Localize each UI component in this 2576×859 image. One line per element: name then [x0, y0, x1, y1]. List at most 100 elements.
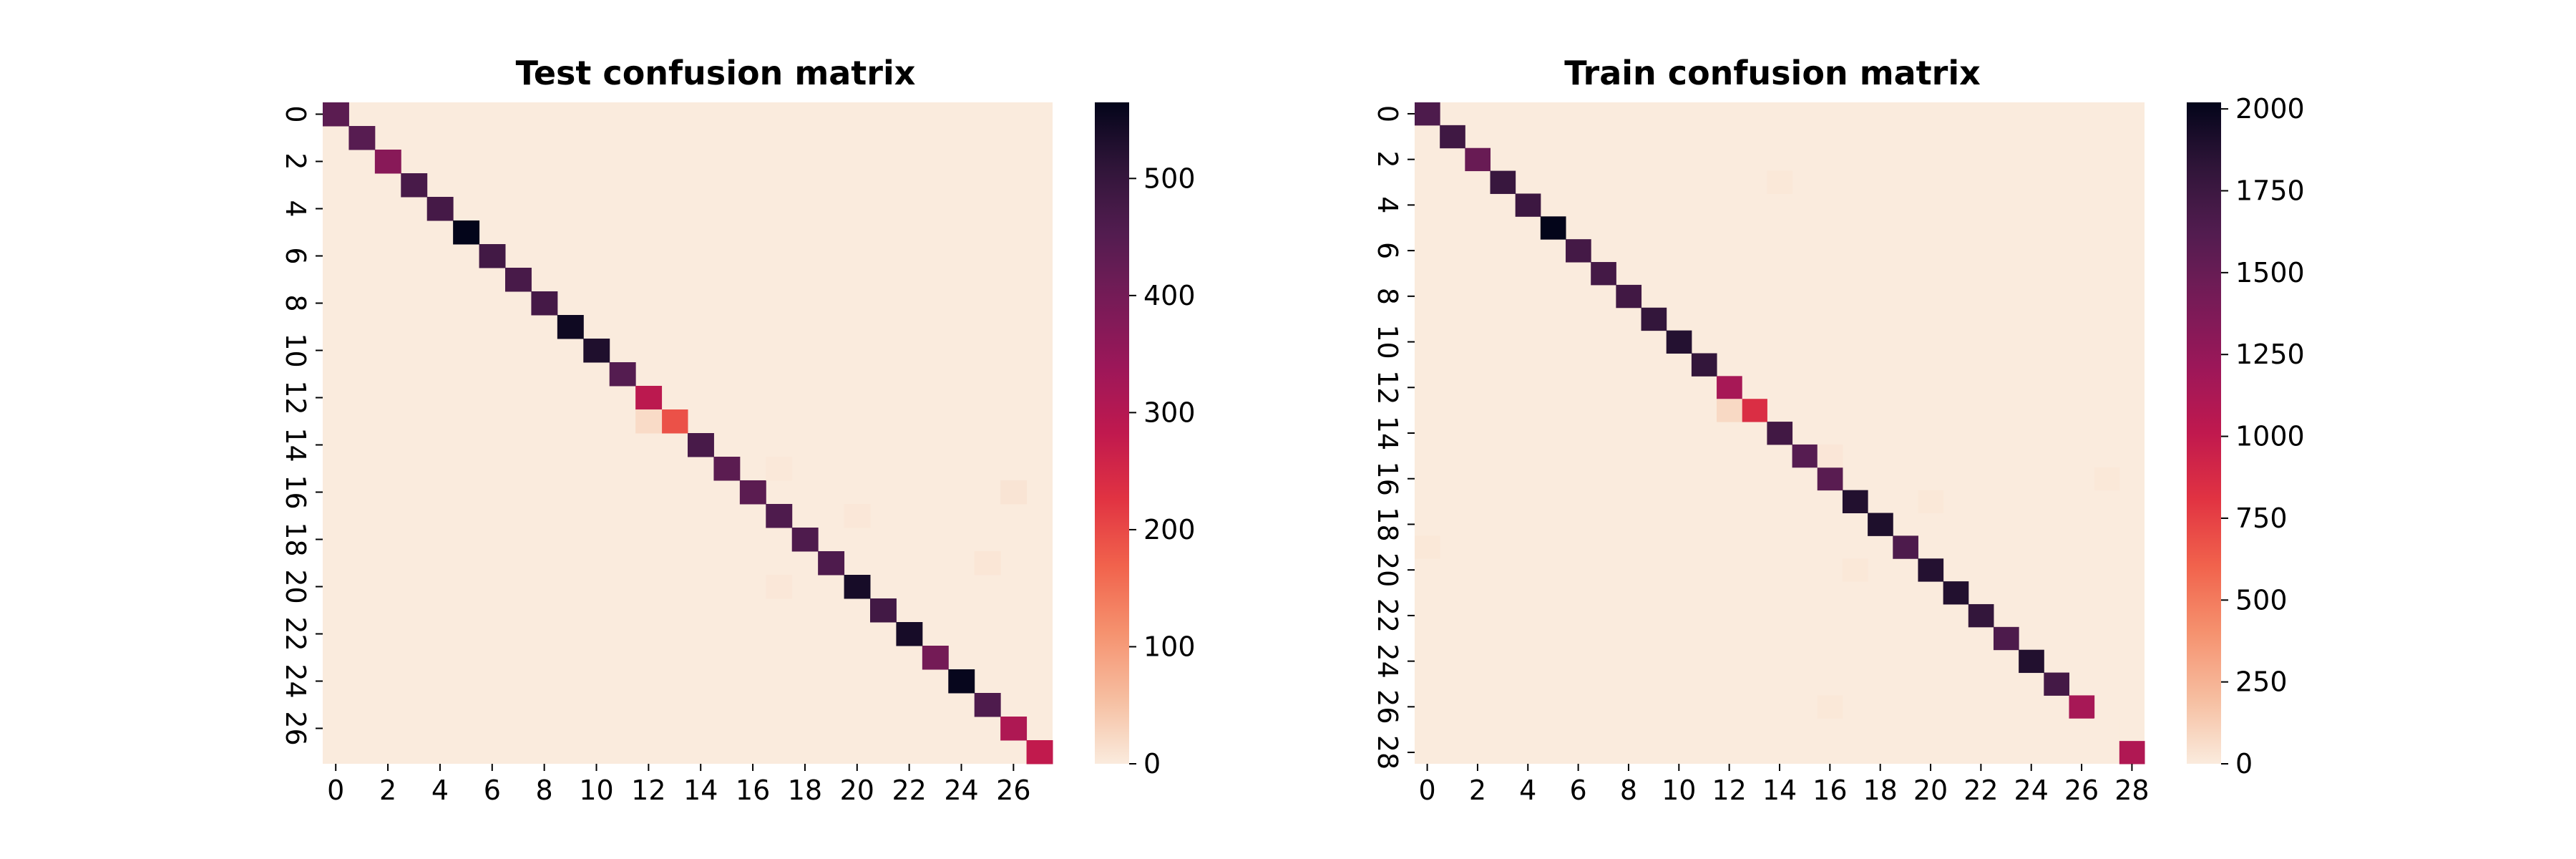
- test-colorbar-tick-label: 400: [1143, 280, 1196, 311]
- test-cell-11-11: [609, 362, 636, 387]
- test-x-tick-label: 0: [327, 775, 344, 806]
- test-cell-5-5: [453, 220, 480, 245]
- train-cell-0-0: [1415, 102, 1440, 126]
- train-cell-12-12: [1717, 376, 1742, 399]
- test-y-tick-label: 14: [280, 427, 311, 462]
- test-cell-7-7: [505, 268, 532, 292]
- train-y-tick-label: 16: [1372, 462, 1403, 496]
- train-colorbar-tick-label: 2000: [2235, 93, 2305, 125]
- test-colorbar-tick-label: 300: [1143, 397, 1196, 428]
- test-cell-17-17: [766, 504, 793, 528]
- train-y-tick-label: 28: [1372, 735, 1403, 770]
- test-cell-23-23: [922, 646, 949, 670]
- train-cell-17-17: [1842, 490, 1868, 514]
- train-cell-19-19: [1893, 535, 1918, 559]
- train-x-tick-label: 6: [1570, 775, 1587, 806]
- train-cell-14-14: [1767, 422, 1793, 445]
- test-x-tick-label: 20: [840, 775, 874, 806]
- test-cell-2-2: [374, 150, 401, 174]
- test-colorbar-tick-label: 100: [1143, 631, 1196, 662]
- train-cell-18-18: [1868, 513, 1893, 536]
- train-x-tick-label: 4: [1519, 775, 1536, 806]
- train-x-tick-label: 2: [1469, 775, 1486, 806]
- train-x-tick-label: 18: [1863, 775, 1898, 806]
- test-cell-16-16: [739, 480, 766, 505]
- train-cell-10-10: [1666, 330, 1692, 354]
- train-cell-2-2: [1465, 147, 1491, 172]
- train-cell-13-12: [1717, 399, 1742, 422]
- test-x-tick-label: 8: [536, 775, 553, 806]
- train-cell-22-22: [1968, 603, 1994, 628]
- test-cell-0-0: [323, 102, 349, 127]
- test-matrix-title: Test confusion matrix: [516, 54, 916, 92]
- train-x-tick-label: 14: [1762, 775, 1797, 806]
- train-x-tick-label: 20: [1913, 775, 1948, 806]
- train-cell-15-15: [1792, 444, 1818, 468]
- test-y-tick-label: 26: [280, 711, 311, 745]
- train-cell-6-6: [1566, 239, 1591, 263]
- test-cell-26-26: [1000, 717, 1028, 741]
- train-cell-17-20: [1918, 490, 1944, 514]
- test-cell-21-21: [870, 598, 897, 623]
- train-cell-20-17: [1842, 558, 1868, 582]
- train-x-tick-label: 16: [1813, 775, 1847, 806]
- test-y-tick-label: 6: [280, 247, 311, 264]
- train-x-tick-label: 28: [2114, 775, 2149, 806]
- test-x-tick-label: 16: [736, 775, 770, 806]
- test-x-tick-label: 14: [683, 775, 718, 806]
- train-cell-11-11: [1691, 353, 1717, 377]
- test-colorbar: [1095, 102, 1129, 764]
- train-matrix-title: Train confusion matrix: [1564, 54, 1981, 92]
- test-cell-13-13: [661, 409, 688, 434]
- train-cell-21-21: [1943, 581, 1969, 605]
- train-colorbar-tick-label: 1000: [2235, 421, 2305, 452]
- train-cell-1-1: [1440, 125, 1465, 149]
- test-y-tick-label: 18: [280, 522, 311, 556]
- train-y-tick-label: 4: [1372, 196, 1403, 213]
- test-cell-22-22: [896, 622, 923, 646]
- train-cell-26-26: [2069, 695, 2095, 719]
- test-x-tick-label: 22: [892, 775, 926, 806]
- train-colorbar-tick-label: 1750: [2235, 175, 2305, 207]
- test-cell-15-17: [766, 457, 793, 481]
- test-cell-10-10: [583, 339, 610, 363]
- train-y-tick-label: 18: [1372, 507, 1403, 541]
- train-x-tick-label: 12: [1712, 775, 1746, 806]
- test-y-tick-label: 20: [280, 569, 311, 603]
- test-cell-16-26: [1000, 480, 1028, 505]
- train-y-tick-label: 12: [1372, 370, 1403, 404]
- train-colorbar-tick-label: 0: [2235, 748, 2253, 780]
- train-cell-15-16: [1817, 444, 1843, 468]
- train-y-tick-label: 20: [1372, 553, 1403, 587]
- train-cell-28-28: [2119, 741, 2145, 765]
- test-cell-17-20: [844, 504, 871, 528]
- train-x-tick-label: 26: [2064, 775, 2099, 806]
- train-x-tick-label: 10: [1662, 775, 1696, 806]
- train-cell-24-24: [2019, 649, 2044, 674]
- test-y-tick-label: 4: [280, 200, 311, 217]
- train-cell-13-13: [1742, 399, 1767, 422]
- train-y-tick-label: 24: [1372, 644, 1403, 678]
- train-y-tick-label: 14: [1372, 416, 1403, 450]
- test-y-tick-label: 16: [280, 475, 311, 509]
- train-cell-7-7: [1591, 262, 1616, 286]
- test-x-tick-label: 2: [379, 775, 396, 806]
- train-y-tick-label: 0: [1372, 105, 1403, 122]
- train-cell-16-27: [2094, 467, 2120, 491]
- test-y-tick-label: 12: [280, 380, 311, 414]
- test-x-tick-label: 4: [431, 775, 449, 806]
- train-cell-8-8: [1616, 284, 1642, 309]
- test-y-tick-label: 22: [280, 616, 311, 651]
- test-x-tick-label: 24: [944, 775, 978, 806]
- train-x-tick-label: 24: [2014, 775, 2049, 806]
- test-y-tick-label: 2: [280, 152, 311, 170]
- train-y-tick-label: 2: [1372, 151, 1403, 168]
- test-cell-3-3: [401, 173, 428, 198]
- test-cell-27-27: [1026, 740, 1053, 765]
- test-x-tick-label: 26: [996, 775, 1030, 806]
- train-cell-3-14: [1767, 170, 1793, 194]
- test-colorbar-tick-label: 200: [1143, 514, 1196, 545]
- train-cell-25-25: [2044, 672, 2069, 696]
- train-cell-19-0: [1415, 535, 1440, 559]
